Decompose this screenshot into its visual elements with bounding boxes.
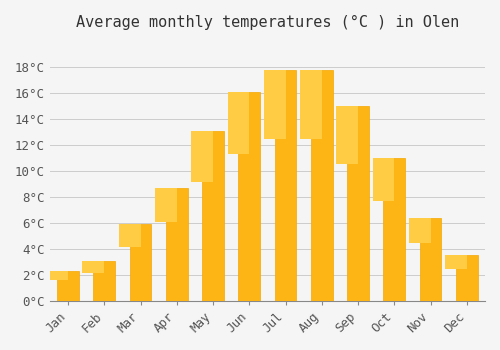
Bar bbox=[420, 218, 442, 301]
Bar bbox=[311, 70, 332, 301]
Bar bbox=[119, 224, 141, 247]
Bar bbox=[155, 188, 177, 222]
Bar bbox=[228, 92, 250, 154]
Bar bbox=[300, 70, 322, 139]
Bar bbox=[347, 106, 369, 301]
Bar bbox=[130, 224, 152, 301]
Bar bbox=[336, 106, 358, 164]
Bar bbox=[57, 271, 79, 301]
Bar bbox=[264, 70, 285, 139]
Bar bbox=[46, 271, 68, 280]
Bar bbox=[166, 188, 188, 301]
Bar bbox=[202, 131, 224, 301]
Bar bbox=[384, 158, 405, 301]
Bar bbox=[445, 256, 467, 269]
Bar bbox=[94, 261, 115, 301]
Bar bbox=[192, 131, 213, 182]
Bar bbox=[82, 261, 104, 273]
Bar bbox=[274, 70, 296, 301]
Title: Average monthly temperatures (°C ) in Olen: Average monthly temperatures (°C ) in Ol… bbox=[76, 15, 459, 30]
Bar bbox=[456, 256, 477, 301]
Bar bbox=[238, 92, 260, 301]
Bar bbox=[409, 218, 430, 243]
Bar bbox=[372, 158, 394, 201]
